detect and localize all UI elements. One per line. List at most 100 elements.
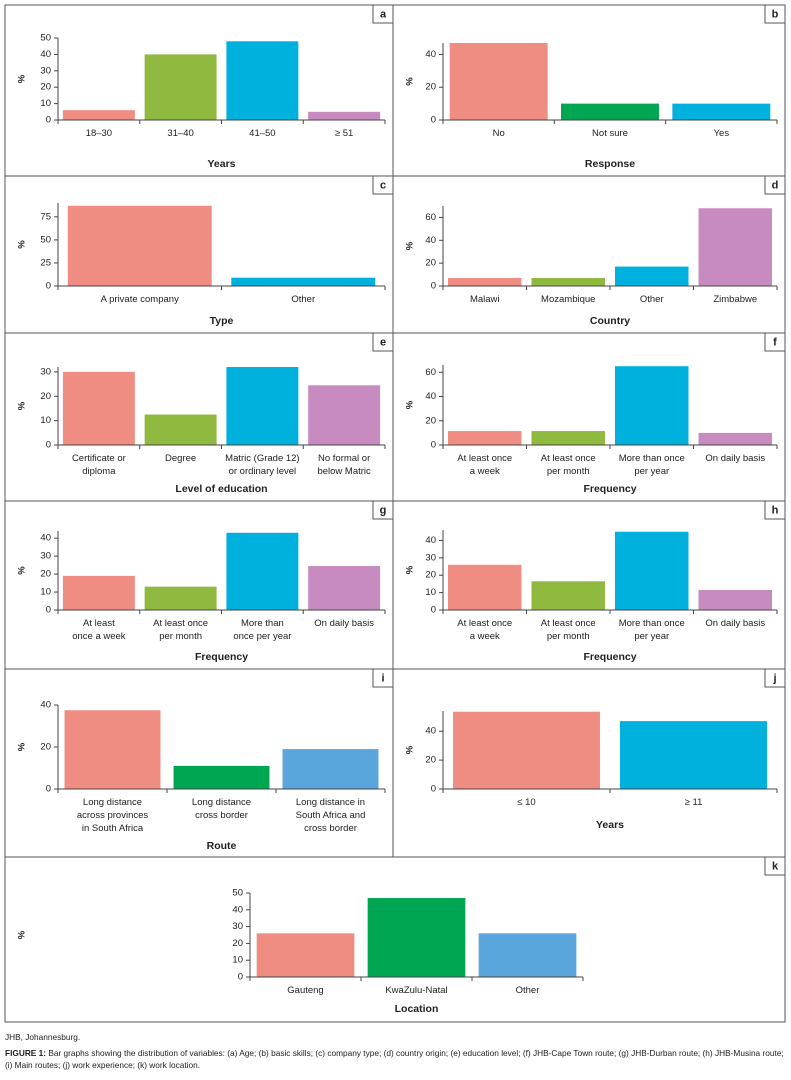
x-tick-label: ≥ 11	[685, 797, 703, 808]
bar	[531, 431, 605, 445]
x-axis-title: Country	[590, 315, 630, 327]
x-tick-label: Matric (Grade 12) or ordinary level	[225, 453, 299, 477]
y-tick-label: 20	[232, 938, 243, 949]
bar	[67, 205, 212, 286]
x-axis-title: Type	[210, 315, 234, 327]
y-tick-label: 30	[40, 366, 51, 377]
y-tick-label: 50	[40, 234, 51, 245]
x-axis-title: Location	[395, 1003, 439, 1015]
y-tick-label: 0	[46, 784, 51, 795]
y-tick-label: 0	[431, 115, 436, 126]
x-tick-label: At least once per month	[541, 453, 596, 477]
bar	[620, 721, 767, 789]
bar	[62, 371, 135, 445]
x-tick-label: On daily basis	[705, 618, 765, 629]
bar	[308, 385, 381, 445]
x-tick-label: Zimbabwe	[713, 294, 757, 305]
x-tick-label: At least once a week	[457, 453, 512, 477]
y-tick-label: 30	[40, 65, 51, 76]
y-axis-label: %	[17, 74, 28, 83]
x-axis-title: Frequency	[195, 651, 248, 663]
y-tick-label: 0	[431, 281, 436, 292]
bar	[698, 432, 772, 445]
bar	[453, 711, 600, 789]
bar	[144, 414, 217, 445]
x-tick-label: Other	[516, 985, 540, 996]
x-tick-label: KwaZulu-Natal	[385, 985, 447, 996]
bar	[449, 43, 548, 120]
y-tick-label: 20	[425, 570, 436, 581]
x-axis-title: Response	[585, 158, 635, 170]
caption: FIGURE 1: Bar graphs showing the distrib…	[5, 1047, 785, 1071]
x-tick-label: Other	[640, 294, 664, 305]
panel-frame	[4, 856, 786, 1023]
x-axis-title: Route	[207, 840, 237, 852]
y-axis-label: %	[17, 401, 28, 410]
panel-label: f	[773, 336, 777, 348]
bar	[367, 898, 466, 977]
panel-label: k	[772, 860, 779, 872]
bar	[308, 566, 381, 610]
y-axis-label: %	[405, 745, 416, 754]
bar	[144, 54, 217, 120]
panel-label: g	[380, 504, 387, 516]
panel-label: j	[772, 672, 776, 684]
y-axis-label: %	[405, 400, 416, 409]
y-tick-label: 75	[40, 211, 51, 222]
y-tick-label: 10	[40, 98, 51, 109]
caption-text: Bar graphs showing the distribution of v…	[5, 1048, 784, 1070]
y-axis-label: %	[405, 77, 416, 86]
bar	[226, 367, 299, 445]
y-tick-label: 0	[431, 784, 436, 795]
bar	[561, 103, 659, 120]
bar	[531, 581, 605, 610]
panel-label-box	[764, 332, 786, 352]
x-axis-title: Years	[207, 158, 235, 170]
bar	[231, 277, 376, 286]
panel-label-box	[764, 668, 786, 688]
figure: a% 0 10 20 30 40 50 18–30 31–40 41–50 ≥ 51 Years b% 0…	[4, 4, 786, 1023]
y-axis-label: %	[17, 930, 28, 939]
x-tick-label: At least once a week	[72, 618, 126, 642]
x-tick-label: Yes	[714, 128, 730, 139]
y-tick-label: 0	[46, 115, 51, 126]
y-axis-label: %	[405, 565, 416, 574]
y-tick-label: 40	[40, 49, 51, 60]
x-tick-label: No	[493, 128, 505, 139]
x-axis-title: Level of education	[175, 483, 267, 495]
y-tick-label: 10	[40, 415, 51, 426]
y-tick-label: 50	[40, 33, 51, 44]
x-tick-label: ≤ 10	[517, 797, 535, 808]
panel-label: h	[772, 504, 779, 516]
x-tick-label: Long distance in South Africa and cross bo…	[296, 797, 366, 834]
y-tick-label: 10	[40, 587, 51, 598]
bar	[448, 278, 522, 286]
y-tick-label: 40	[232, 904, 243, 915]
y-axis-label: %	[17, 240, 28, 249]
y-tick-label: 30	[40, 551, 51, 562]
x-tick-label: Long distance cross border	[192, 797, 251, 821]
y-axis-label: %	[17, 566, 28, 575]
y-tick-label: 40	[425, 535, 436, 546]
y-tick-label: 0	[238, 972, 243, 983]
y-tick-label: 20	[425, 82, 436, 93]
panel-label-box	[764, 500, 786, 520]
bar	[615, 366, 689, 445]
y-tick-label: 30	[425, 552, 436, 563]
bar	[62, 110, 135, 120]
panel-label: b	[772, 8, 779, 20]
x-tick-label: More than once per year	[619, 453, 685, 477]
panel-label-box	[764, 856, 786, 876]
x-tick-label: On daily basis	[705, 453, 765, 464]
x-tick-label: Not sure	[592, 128, 628, 139]
caption-label: FIGURE 1:	[5, 1048, 47, 1058]
panel-label: d	[772, 179, 779, 191]
y-tick-label: 40	[40, 700, 51, 711]
bar	[282, 749, 379, 789]
x-axis-title: Years	[596, 819, 624, 831]
x-tick-label: Other	[291, 294, 315, 305]
bar	[144, 586, 217, 610]
panel-label: i	[381, 672, 384, 684]
y-tick-label: 20	[425, 415, 436, 426]
